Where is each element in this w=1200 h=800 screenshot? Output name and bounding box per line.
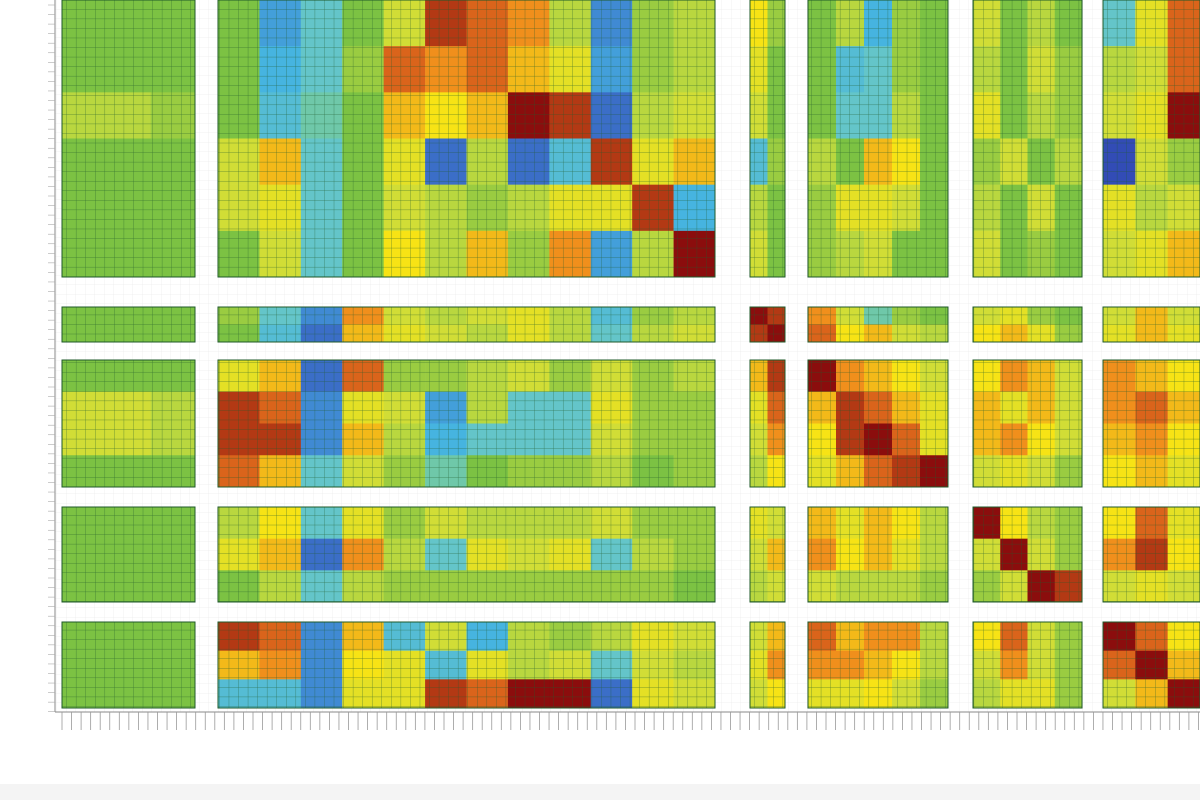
block-grid: [808, 622, 948, 708]
block-grid: [750, 622, 785, 708]
block-border: [61, 0, 196, 278]
cell-outlines: [61, 0, 1200, 709]
block-border: [807, 306, 949, 343]
block-grid: [218, 0, 715, 277]
block-grid: [218, 307, 715, 342]
block-border: [749, 506, 786, 603]
block-grid: [808, 0, 948, 277]
block-grid: [1103, 507, 1200, 602]
block-grid: [973, 307, 1082, 342]
block-border: [61, 506, 196, 603]
block-grid: [750, 507, 785, 602]
block-grid: [62, 0, 195, 277]
block-border: [807, 506, 949, 603]
block-border: [1102, 621, 1200, 709]
bottom-strip: [0, 784, 1200, 800]
block-grid: [808, 507, 948, 602]
block-border: [972, 621, 1083, 709]
block-border: [972, 359, 1083, 488]
block-grid: [808, 307, 948, 342]
block-border: [807, 359, 949, 488]
block-grid: [62, 360, 195, 487]
block-border: [1102, 306, 1200, 343]
block-grid: [1103, 0, 1200, 277]
block-grid: [973, 360, 1082, 487]
block-border: [217, 359, 716, 488]
block-border: [217, 621, 716, 709]
block-border: [217, 306, 716, 343]
block-grid: [1103, 360, 1200, 487]
block-border: [1102, 506, 1200, 603]
block-border: [807, 0, 949, 278]
block-border: [1102, 359, 1200, 488]
block-border: [1102, 0, 1200, 278]
block-border: [217, 506, 716, 603]
block-border: [807, 621, 949, 709]
block-grid: [808, 360, 948, 487]
block-border: [749, 0, 786, 278]
block-border: [61, 359, 196, 488]
block-grid: [973, 507, 1082, 602]
block-grid: [62, 307, 195, 342]
block-grid: [1103, 622, 1200, 708]
block-grid: [750, 307, 785, 342]
block-grid: [750, 360, 785, 487]
block-border: [972, 306, 1083, 343]
block-border: [749, 306, 786, 343]
block-border: [61, 621, 196, 709]
block-grid: [973, 622, 1082, 708]
block-grid: [218, 360, 715, 487]
block-grid: [218, 622, 715, 708]
block-border: [972, 0, 1083, 278]
axis-ticks: [48, 4, 1199, 730]
block-grid: [218, 507, 715, 602]
block-grid: [973, 0, 1082, 277]
block-grid: [1103, 307, 1200, 342]
block-border: [61, 306, 196, 343]
block-grid: [62, 507, 195, 602]
block-grid: [750, 0, 785, 277]
block-border: [749, 359, 786, 488]
block-border: [217, 0, 716, 278]
block-grid: [62, 622, 195, 708]
block-border: [972, 506, 1083, 603]
block-border: [749, 621, 786, 709]
